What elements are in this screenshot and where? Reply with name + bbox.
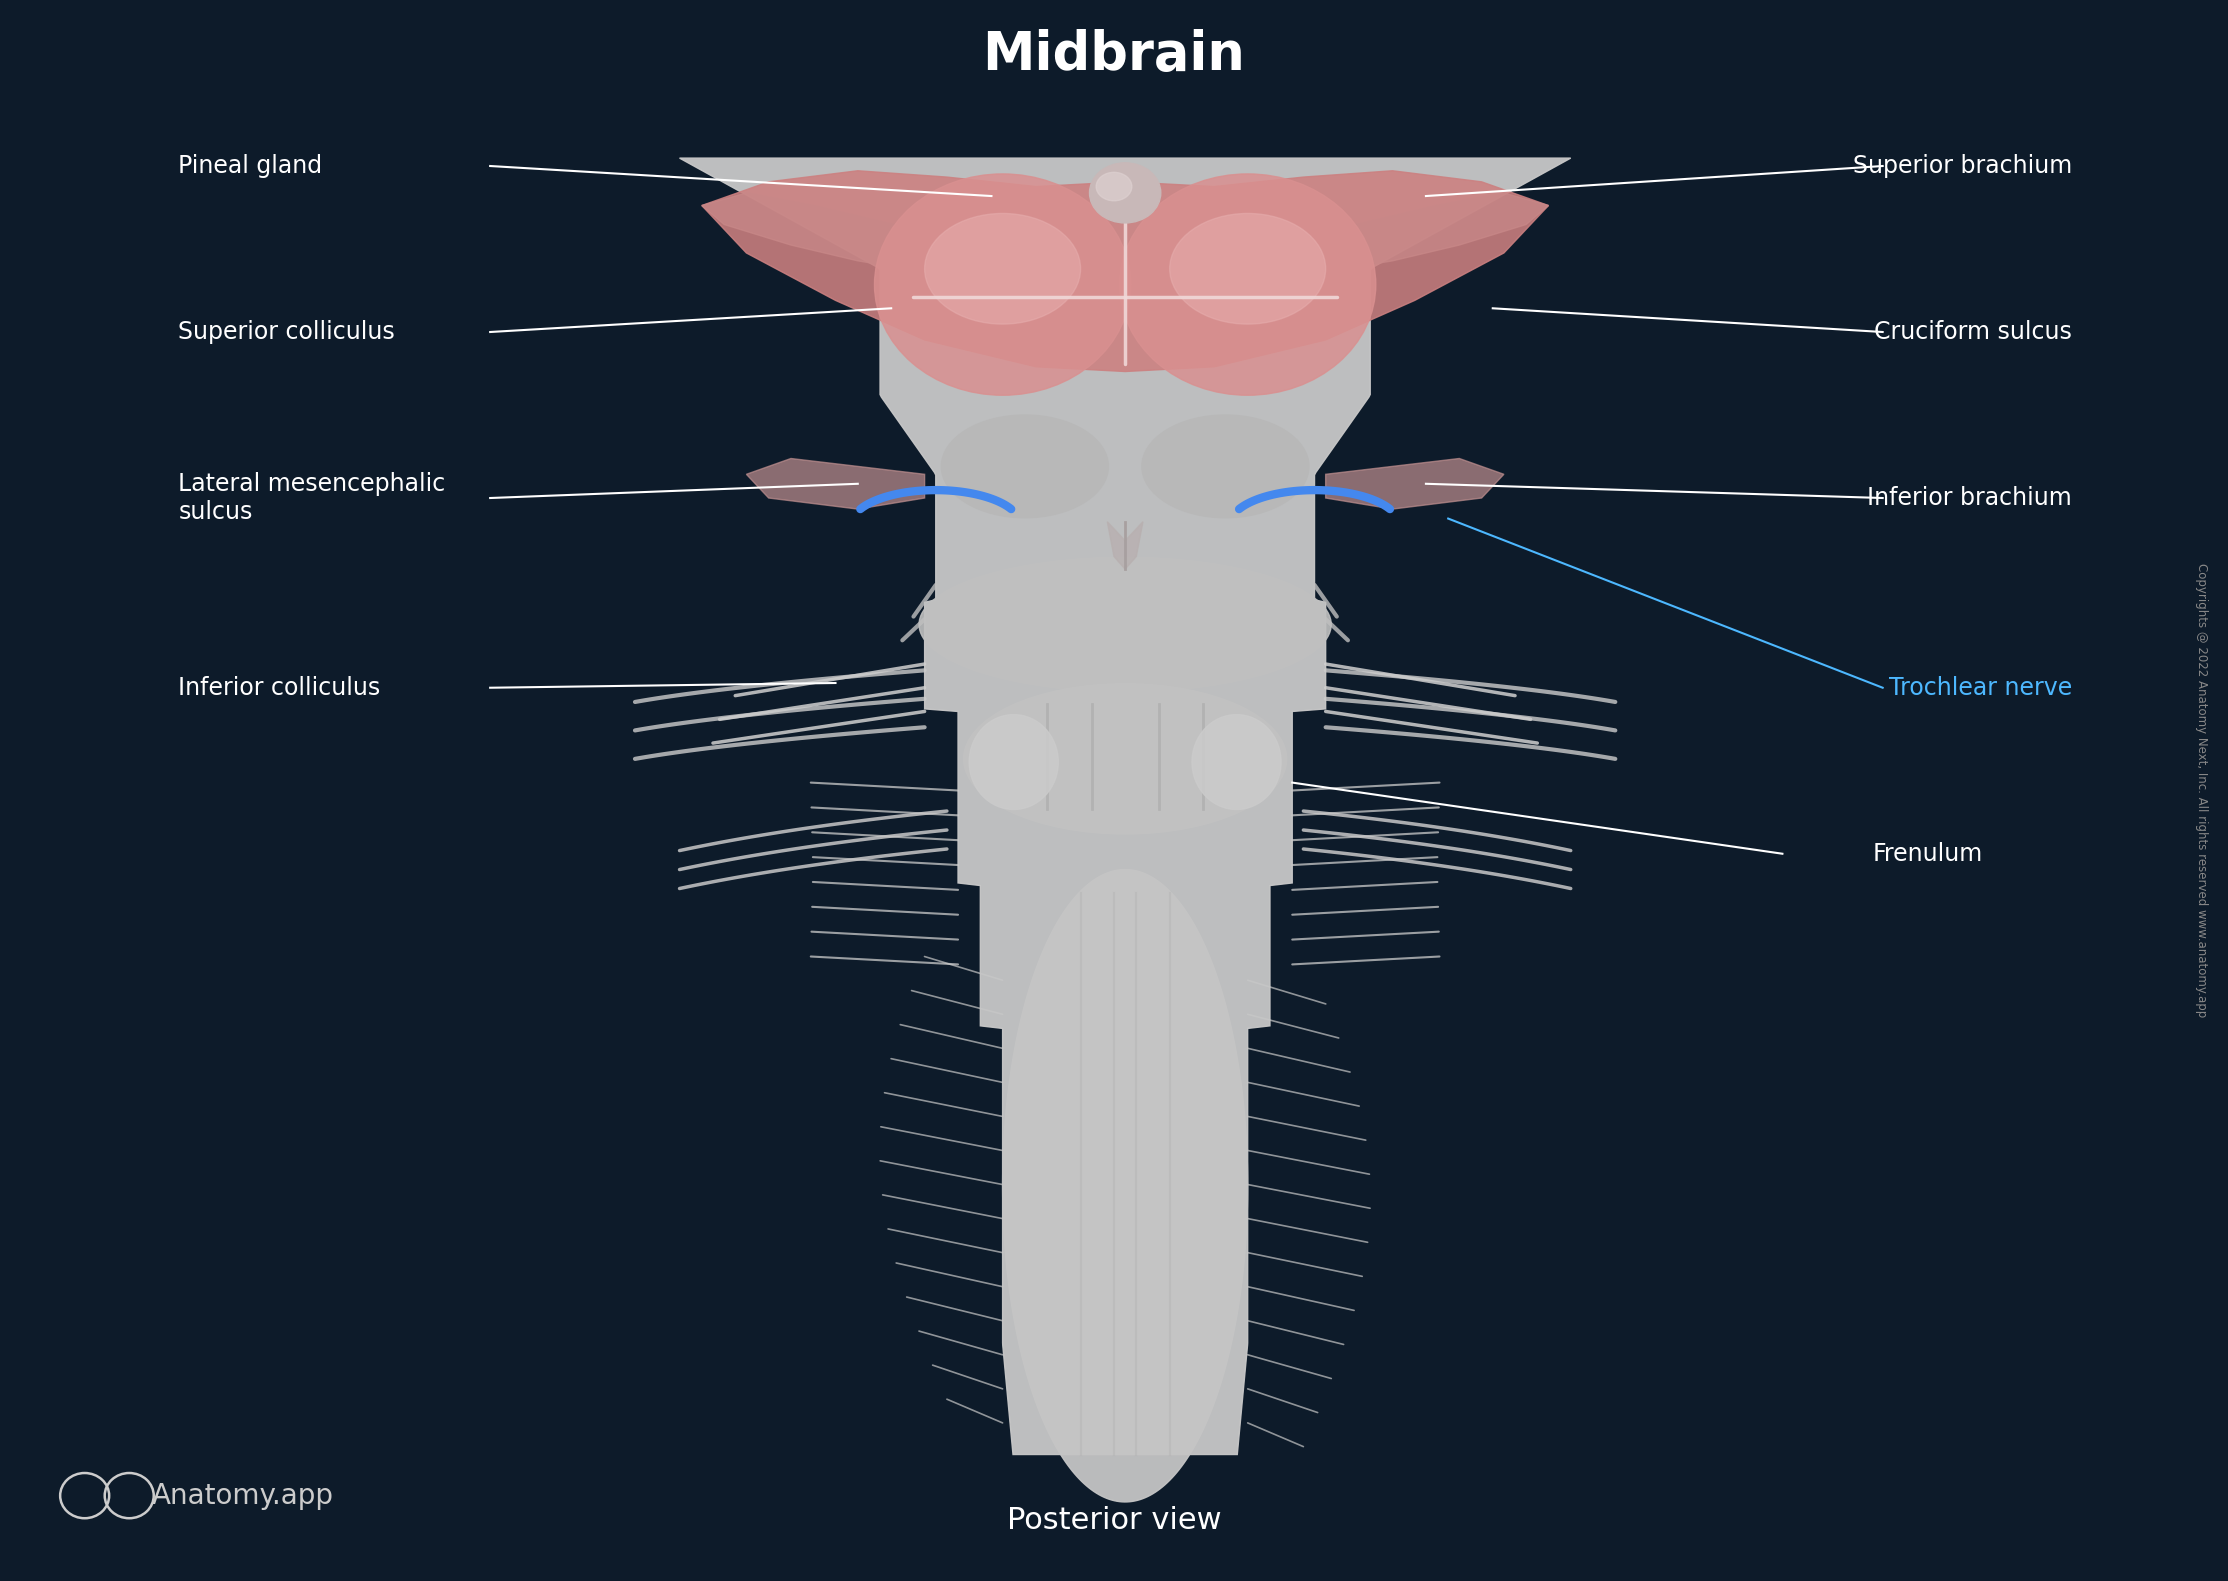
Text: Cruciform sulcus: Cruciform sulcus (1874, 319, 2072, 345)
Ellipse shape (920, 557, 1332, 692)
Polygon shape (1281, 193, 1548, 272)
Text: Inferior brachium: Inferior brachium (1867, 485, 2072, 511)
Ellipse shape (925, 213, 1081, 324)
Text: Trochlear nerve: Trochlear nerve (1889, 675, 2072, 700)
Text: Superior brachium: Superior brachium (1854, 153, 2072, 179)
Ellipse shape (969, 715, 1058, 809)
Text: Posterior view: Posterior view (1007, 1507, 1221, 1535)
Ellipse shape (1192, 715, 1281, 809)
Polygon shape (1107, 522, 1143, 569)
Polygon shape (702, 193, 969, 272)
Ellipse shape (1170, 213, 1326, 324)
Ellipse shape (873, 174, 1132, 395)
Polygon shape (746, 458, 925, 509)
Ellipse shape (1096, 172, 1132, 201)
Text: Lateral mesencephalic
sulcus: Lateral mesencephalic sulcus (178, 473, 446, 523)
Polygon shape (1003, 870, 1248, 1502)
Polygon shape (702, 171, 1548, 372)
Text: Frenulum: Frenulum (1874, 841, 1983, 866)
Text: Anatomy.app: Anatomy.app (152, 1481, 334, 1510)
Text: Midbrain: Midbrain (983, 30, 1245, 81)
Ellipse shape (942, 416, 1110, 517)
Text: Pineal gland: Pineal gland (178, 153, 323, 179)
Ellipse shape (1121, 174, 1377, 395)
Polygon shape (680, 158, 1571, 1455)
Polygon shape (1326, 458, 1504, 509)
Text: Copyrights @ 2022 Anatomy Next, Inc. All rights reserved www.anatomy.app: Copyrights @ 2022 Anatomy Next, Inc. All… (2195, 563, 2208, 1018)
Ellipse shape (965, 683, 1288, 835)
Text: Superior colliculus: Superior colliculus (178, 319, 394, 345)
Text: Inferior colliculus: Inferior colliculus (178, 675, 381, 700)
Ellipse shape (1143, 416, 1310, 517)
Ellipse shape (1089, 163, 1161, 223)
